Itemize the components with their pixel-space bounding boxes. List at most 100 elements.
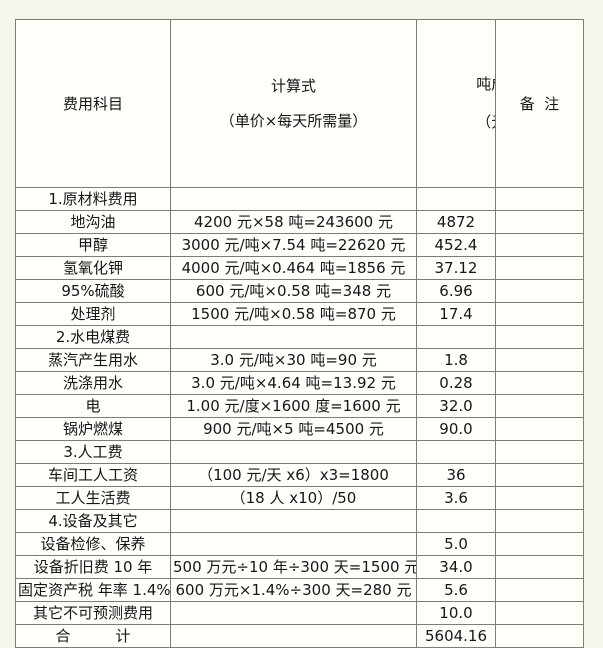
item-cell: 洗涤用水	[15, 371, 171, 395]
formula-header-lines: 计算式 （单价×每天所需量）	[173, 75, 414, 132]
cost-cell: 37.12	[416, 256, 496, 280]
cost-cell	[416, 325, 496, 349]
formula-cell: 600 万元×1.4%÷300 天=280 元	[170, 578, 417, 602]
item-cell: 地沟油	[15, 210, 171, 234]
table-row: 蒸汽产生用水 3.0 元/吨×30 吨=90 元 1.8	[15, 348, 584, 372]
table-row: 甲醇 3000 元/吨×7.54 吨=22620 元 452.4	[15, 233, 584, 257]
table-row: 2.水电煤费	[15, 325, 584, 349]
ton-cost-header-unit: （元）	[476, 113, 494, 131]
cost-table-container: 费用科目 计算式 （单价×每天所需量） 吨成本 （元） 备 注 1.原材料费用地…	[15, 19, 584, 648]
cost-cell	[416, 440, 496, 464]
item-cell: 甲醇	[15, 233, 171, 257]
note-cell	[495, 279, 584, 303]
note-cell	[495, 578, 584, 602]
note-cell	[495, 348, 584, 372]
table-row: 洗涤用水 3.0 元/吨×4.64 吨=13.92 元 0.28	[15, 371, 584, 395]
formula-header-subtitle: （单价×每天所需量）	[219, 112, 368, 130]
table-row: 设备检修、保养 5.0	[15, 532, 584, 556]
formula-cell: 4200 元×58 吨=243600 元	[170, 210, 417, 234]
table-row: 合 计 5604.16	[15, 624, 584, 648]
note-cell	[495, 233, 584, 257]
formula-cell	[170, 440, 417, 464]
note-cell	[495, 509, 584, 533]
table-row: 固定资产税 年率 1.4% 600 万元×1.4%÷300 天=280 元 5.6	[15, 578, 584, 602]
cost-cell: 6.96	[416, 279, 496, 303]
item-cell: 3.人工费	[15, 440, 171, 464]
table-row: 设备折旧费 10 年 500 万元÷10 年÷300 天=1500 元 34.0	[15, 555, 584, 579]
cost-cell: 0.28	[416, 371, 496, 395]
note-cell	[495, 210, 584, 234]
cost-cell	[416, 509, 496, 533]
cost-cell: 3.6	[416, 486, 496, 510]
note-cell	[495, 371, 584, 395]
note-cell	[495, 440, 584, 464]
item-cell: 其它不可预测费用	[15, 601, 171, 625]
cost-cell: 452.4	[416, 233, 496, 257]
formula-cell: （100 元/天 x6）x3=1800	[170, 463, 417, 487]
item-cell: 4.设备及其它	[15, 509, 171, 533]
item-cell: 锅炉燃煤	[15, 417, 171, 441]
note-cell	[495, 486, 584, 510]
note-cell	[495, 463, 584, 487]
formula-cell	[170, 601, 417, 625]
formula-cell	[170, 624, 417, 648]
formula-cell	[170, 325, 417, 349]
formula-cell: （18 人 x10）/50	[170, 486, 417, 510]
table-row: 其它不可预测费用 10.0	[15, 601, 584, 625]
item-cell: 设备折旧费 10 年	[15, 555, 171, 579]
formula-cell: 900 元/吨×5 吨=4500 元	[170, 417, 417, 441]
table-body: 1.原材料费用 地沟油 4200 元×58 吨=243600 元 4872 甲醇 3000…	[15, 187, 584, 648]
formula-cell: 1500 元/吨×0.58 吨=870 元	[170, 302, 417, 326]
ton-cost-header-title: 吨成本	[476, 75, 494, 93]
formula-cell: 1.00 元/度×1600 度=1600 元	[170, 394, 417, 418]
formula-header-title: 计算式	[270, 77, 316, 95]
formula-cell: 3000 元/吨×7.54 吨=22620 元	[170, 233, 417, 257]
note-cell	[495, 394, 584, 418]
note-cell	[495, 302, 584, 326]
ton-cost-header-lines: 吨成本 （元）	[419, 56, 494, 151]
item-cell: 电	[15, 394, 171, 418]
table-row: 4.设备及其它	[15, 509, 584, 533]
cost-cell	[416, 187, 496, 211]
formula-cell	[170, 532, 417, 556]
table-row: 电 1.00 元/度×1600 度=1600 元 32.0	[15, 394, 584, 418]
item-cell: 合 计	[15, 624, 171, 648]
cost-cell: 5.0	[416, 532, 496, 556]
column-header-expense-item: 费用科目	[15, 19, 171, 188]
table-row: 地沟油 4200 元×58 吨=243600 元 4872	[15, 210, 584, 234]
header-row: 费用科目 计算式 （单价×每天所需量） 吨成本 （元） 备 注	[15, 19, 584, 188]
table-row: 氢氧化钾 4000 元/吨×0.464 吨=1856 元 37.12	[15, 256, 584, 280]
column-header-formula: 计算式 （单价×每天所需量）	[170, 19, 417, 188]
cost-cell: 1.8	[416, 348, 496, 372]
cost-cell: 34.0	[416, 555, 496, 579]
cost-cell: 90.0	[416, 417, 496, 441]
cost-calculation-table: 费用科目 计算式 （单价×每天所需量） 吨成本 （元） 备 注 1.原材料费用地…	[15, 19, 584, 648]
table-row: 车间工人工资 （100 元/天 x6）x3=1800 36	[15, 463, 584, 487]
item-cell: 2.水电煤费	[15, 325, 171, 349]
table-row: 3.人工费	[15, 440, 584, 464]
item-cell: 1.原材料费用	[15, 187, 171, 211]
cost-cell: 10.0	[416, 601, 496, 625]
table-row: 1.原材料费用	[15, 187, 584, 211]
note-cell	[495, 601, 584, 625]
item-cell: 车间工人工资	[15, 463, 171, 487]
column-header-ton-cost: 吨成本 （元）	[416, 19, 496, 188]
cost-cell: 5604.16	[416, 624, 496, 648]
table-row: 工人生活费 （18 人 x10）/50 3.6	[15, 486, 584, 510]
note-cell	[495, 532, 584, 556]
formula-cell: 600 元/吨×0.58 吨=348 元	[170, 279, 417, 303]
table-header: 费用科目 计算式 （单价×每天所需量） 吨成本 （元） 备 注	[15, 19, 584, 188]
cost-cell: 32.0	[416, 394, 496, 418]
item-cell: 设备检修、保养	[15, 532, 171, 556]
cost-cell: 5.6	[416, 578, 496, 602]
item-cell: 固定资产税 年率 1.4%	[15, 578, 171, 602]
cost-cell: 17.4	[416, 302, 496, 326]
item-cell: 工人生活费	[15, 486, 171, 510]
cost-cell: 4872	[416, 210, 496, 234]
table-row: 处理剂 1500 元/吨×0.58 吨=870 元 17.4	[15, 302, 584, 326]
note-cell	[495, 325, 584, 349]
item-cell: 氢氧化钾	[15, 256, 171, 280]
column-header-note: 备 注	[495, 19, 584, 188]
formula-cell: 3.0 元/吨×4.64 吨=13.92 元	[170, 371, 417, 395]
note-cell	[495, 555, 584, 579]
